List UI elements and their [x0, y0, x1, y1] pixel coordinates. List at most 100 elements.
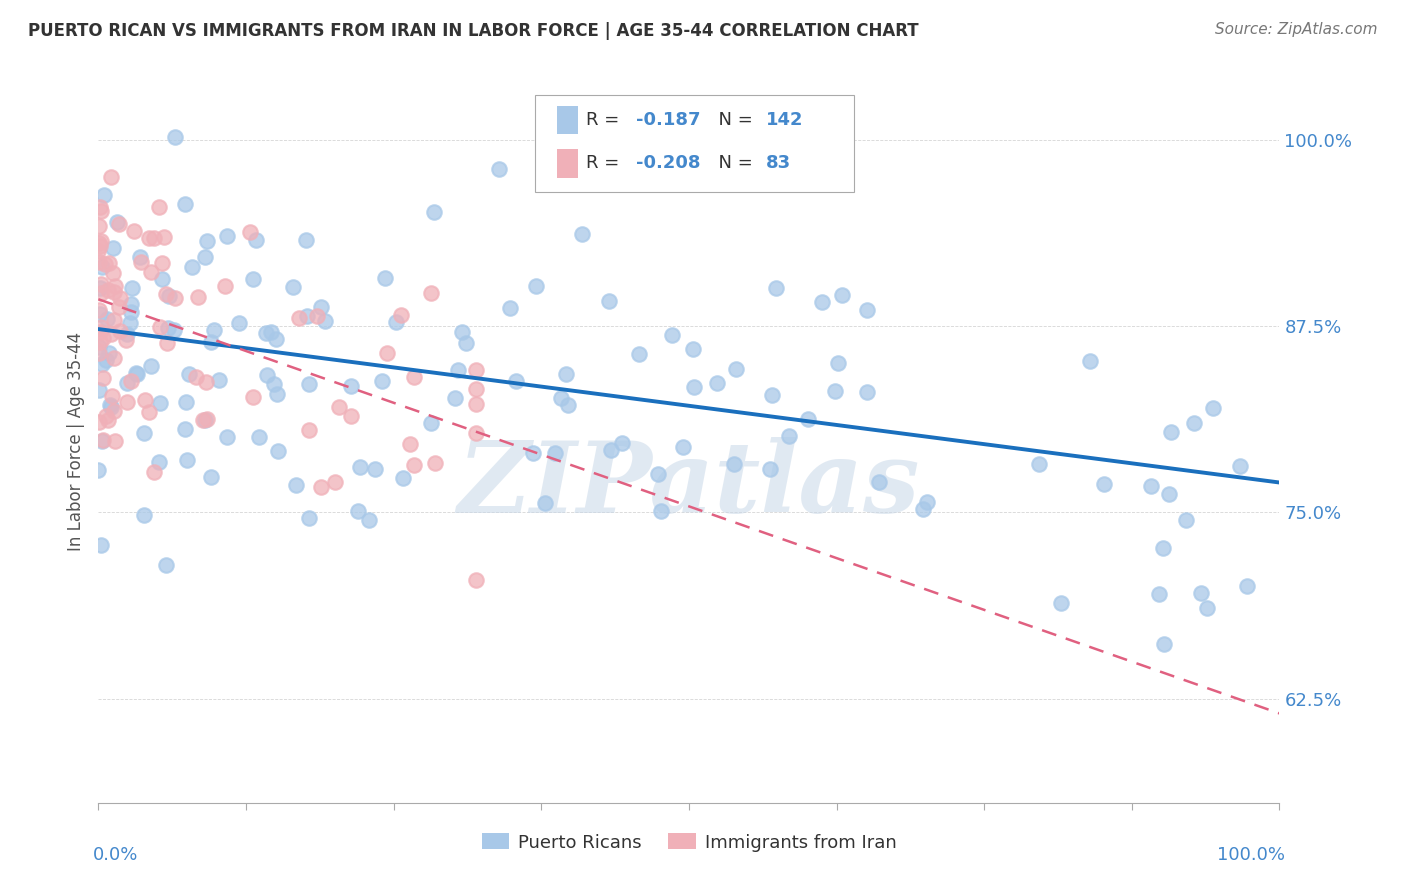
Point — [200, 469, 222, 483]
Point — [96, 352, 118, 367]
Point — [155, 558, 177, 572]
Point — [139, 265, 162, 279]
Point — [89, 281, 111, 295]
Point — [1152, 541, 1174, 555]
Point — [242, 271, 264, 285]
Point — [214, 279, 236, 293]
Point — [97, 413, 120, 427]
Point — [163, 323, 186, 337]
Point — [1182, 416, 1205, 430]
Point — [176, 452, 198, 467]
Point — [87, 384, 110, 398]
Point — [120, 316, 142, 330]
Point — [208, 373, 231, 387]
Point — [138, 231, 160, 245]
Point — [915, 494, 938, 508]
Point — [357, 513, 380, 527]
Point — [89, 307, 111, 321]
Point — [307, 309, 329, 323]
Point — [912, 501, 935, 516]
Point — [89, 415, 111, 429]
Point — [1236, 579, 1258, 593]
Point — [328, 401, 350, 415]
Point — [120, 304, 142, 318]
Point — [288, 311, 311, 326]
Point — [444, 391, 467, 405]
Point — [524, 278, 547, 293]
Point — [706, 376, 728, 391]
Point — [134, 393, 156, 408]
Point — [120, 297, 142, 311]
Point — [108, 217, 131, 231]
Point — [93, 187, 115, 202]
Point — [650, 504, 672, 518]
Text: 142: 142 — [766, 111, 803, 129]
Point — [856, 302, 879, 317]
Point — [571, 227, 593, 242]
Point — [488, 161, 510, 176]
Point — [323, 475, 346, 490]
Text: -0.187: -0.187 — [636, 111, 700, 129]
Point — [142, 465, 165, 479]
Point — [89, 303, 111, 318]
Legend: Puerto Ricans, Immigrants from Iran: Puerto Ricans, Immigrants from Iran — [474, 826, 904, 859]
Point — [544, 446, 567, 460]
Point — [122, 224, 145, 238]
Point — [612, 435, 634, 450]
Point — [89, 538, 111, 552]
Point — [90, 203, 112, 218]
Point — [115, 326, 138, 341]
Point — [87, 340, 110, 354]
Point — [117, 376, 139, 390]
Point — [284, 478, 307, 492]
Point — [93, 257, 115, 271]
Point — [174, 395, 197, 409]
Point — [419, 416, 441, 430]
Point — [340, 409, 363, 424]
Point — [87, 235, 110, 250]
Point — [89, 334, 111, 349]
Point — [195, 375, 218, 389]
Point — [778, 428, 800, 442]
Point — [152, 256, 174, 270]
Text: 100.0%: 100.0% — [1218, 847, 1285, 864]
Point — [723, 457, 745, 471]
Point — [374, 271, 396, 285]
Point — [132, 426, 155, 441]
Text: 83: 83 — [766, 154, 790, 172]
Point — [129, 254, 152, 268]
Point — [139, 359, 162, 373]
Point — [499, 301, 522, 316]
Point — [89, 325, 111, 339]
Point — [824, 384, 846, 399]
Point — [129, 250, 152, 264]
Point — [103, 285, 125, 299]
Point — [156, 320, 179, 334]
Point — [108, 291, 131, 305]
Point — [256, 368, 278, 382]
Point — [90, 434, 112, 449]
Point — [194, 413, 217, 427]
Point — [127, 367, 149, 381]
Point — [599, 443, 621, 458]
Point — [108, 324, 131, 338]
Point — [184, 370, 207, 384]
Point — [156, 335, 179, 350]
Point — [759, 462, 782, 476]
Point — [100, 326, 122, 341]
Point — [194, 250, 217, 264]
Point — [281, 280, 304, 294]
Point — [202, 324, 225, 338]
Point — [200, 334, 222, 349]
Point — [856, 385, 879, 400]
Point — [402, 370, 425, 384]
Point — [661, 328, 683, 343]
Point — [125, 366, 148, 380]
Point — [425, 456, 447, 470]
Point — [682, 379, 704, 393]
Point — [868, 475, 890, 489]
Point — [217, 430, 239, 444]
Point — [93, 371, 115, 385]
Point — [340, 378, 363, 392]
Point — [505, 374, 527, 388]
